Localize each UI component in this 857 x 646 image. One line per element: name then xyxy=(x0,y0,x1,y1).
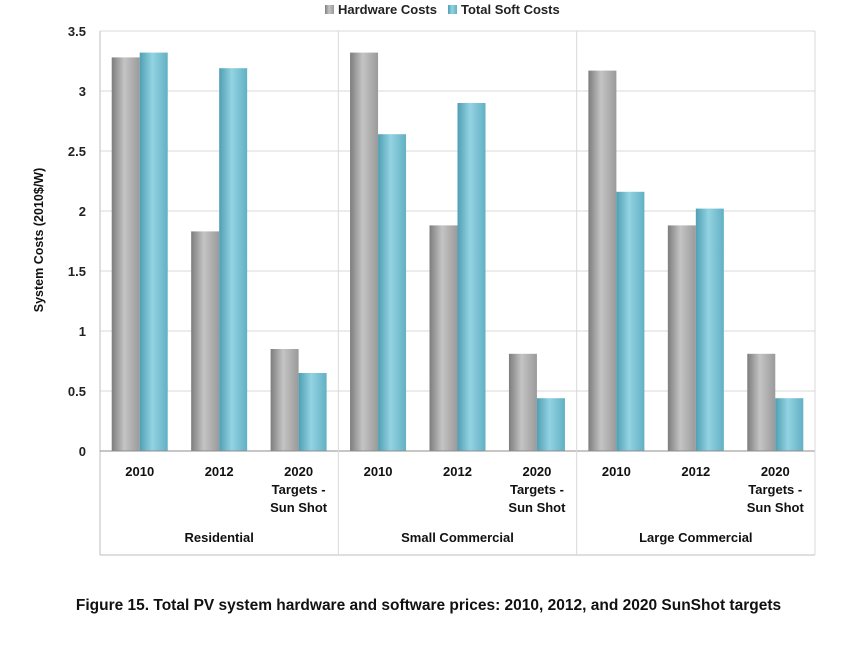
y-tick-label: 0.5 xyxy=(68,384,86,399)
axes: 0 0.5 1 1.5 2 2.5 3 3.5 2010 2012 2020 Targets - Sun… xyxy=(68,24,816,556)
bar-total-soft-costs xyxy=(616,191,645,452)
x-category-label: Targets - xyxy=(272,482,326,497)
y-tick-label: 2 xyxy=(79,204,86,219)
x-category-label: Sun Shot xyxy=(270,500,328,515)
x-category-label: Sun Shot xyxy=(508,500,566,515)
y-axis-label: System Costs (2010$/W) xyxy=(32,168,46,313)
bar-total-soft-costs xyxy=(219,68,248,451)
x-category-label: Sun Shot xyxy=(747,500,805,515)
legend-label-hardware: Hardware Costs xyxy=(338,2,437,17)
figure-caption: Figure 15. Total PV system hardware and … xyxy=(75,597,782,614)
bar-hardware-costs xyxy=(508,353,537,451)
y-tick-label: 0 xyxy=(79,444,86,459)
x-group-label: Residential xyxy=(184,530,253,545)
x-category-label: 2012 xyxy=(443,464,472,479)
x-category-label: 2010 xyxy=(125,464,154,479)
bar-hardware-costs xyxy=(588,70,617,451)
y-tick-label: 3 xyxy=(79,84,86,99)
bar-total-soft-costs xyxy=(695,208,724,451)
bar-hardware-costs xyxy=(350,52,379,451)
x-category-label: 2012 xyxy=(205,464,234,479)
y-tick-label: 3.5 xyxy=(68,24,86,39)
legend-swatch-hardware xyxy=(325,5,334,14)
x-category-label: 2012 xyxy=(681,464,710,479)
legend-swatch-soft xyxy=(448,5,457,14)
bar-total-soft-costs xyxy=(298,373,327,451)
bar-hardware-costs xyxy=(270,349,299,451)
y-tick-label: 1.5 xyxy=(68,264,86,279)
legend-label-soft: Total Soft Costs xyxy=(461,2,560,17)
x-category-label: 2020 xyxy=(522,464,551,479)
x-category-label: Targets - xyxy=(748,482,802,497)
legend: Hardware Costs Total Soft Costs xyxy=(325,2,560,17)
x-category-label: 2010 xyxy=(364,464,393,479)
bar-total-soft-costs xyxy=(378,134,407,451)
bar-total-soft-costs xyxy=(139,52,168,451)
x-category-label: Targets - xyxy=(510,482,564,497)
bar-total-soft-costs xyxy=(457,103,486,451)
x-category-label: 2020 xyxy=(761,464,790,479)
bar-hardware-costs xyxy=(191,231,220,451)
y-tick-label: 2.5 xyxy=(68,144,86,159)
bar-hardware-costs xyxy=(667,225,696,451)
x-category-label: 2020 xyxy=(284,464,313,479)
x-group-label: Small Commercial xyxy=(401,530,514,545)
bar-hardware-costs xyxy=(111,57,140,452)
bars xyxy=(111,52,804,452)
y-tick-label: 1 xyxy=(79,324,86,339)
bar-total-soft-costs xyxy=(536,398,565,451)
bar-hardware-costs xyxy=(747,353,776,451)
bar-hardware-costs xyxy=(429,225,458,451)
bar-total-soft-costs xyxy=(775,398,804,451)
x-category-label: 2010 xyxy=(602,464,631,479)
bar-chart: 0 0.5 1 1.5 2 2.5 3 3.5 2010 2012 2020 Targets - Sun… xyxy=(32,2,816,556)
x-group-label: Large Commercial xyxy=(639,530,752,545)
